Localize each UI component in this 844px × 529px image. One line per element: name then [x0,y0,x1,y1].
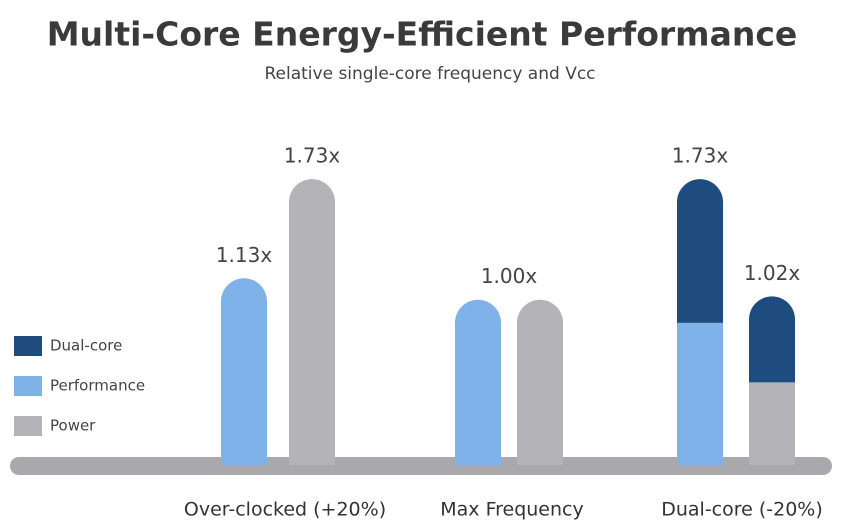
performance-bar [221,278,267,465]
power-bar [289,179,335,466]
power-bar [517,299,563,465]
legend-swatch [14,336,42,356]
legend-label: Power [50,417,96,435]
x-tick-label: Over-clocked (+20%) [184,499,386,521]
legend-label: Performance [50,377,145,395]
dual-core-bar [677,179,723,323]
performance-bar [455,299,501,465]
performance-bar [677,322,723,465]
value-label: 1.13x [216,243,273,267]
value-label: 1.73x [672,144,729,168]
legend-swatch [14,376,42,396]
power-bar [749,382,795,465]
x-tick-label: Max Frequency [440,499,583,521]
value-label: 1.02x [744,261,801,285]
value-label: 1.00x [481,264,538,288]
x-tick-label: Dual-core (-20%) [661,499,823,521]
dual-core-bar [749,296,795,383]
chart-title: Multi-Core Energy-Efficient Performance [47,15,798,54]
legend-label: Dual-core [50,337,122,355]
legend-swatch [14,416,42,436]
value-label: 1.73x [284,144,341,168]
baseline [10,457,832,475]
chart-subtitle: Relative single-core frequency and Vcc [264,64,595,84]
